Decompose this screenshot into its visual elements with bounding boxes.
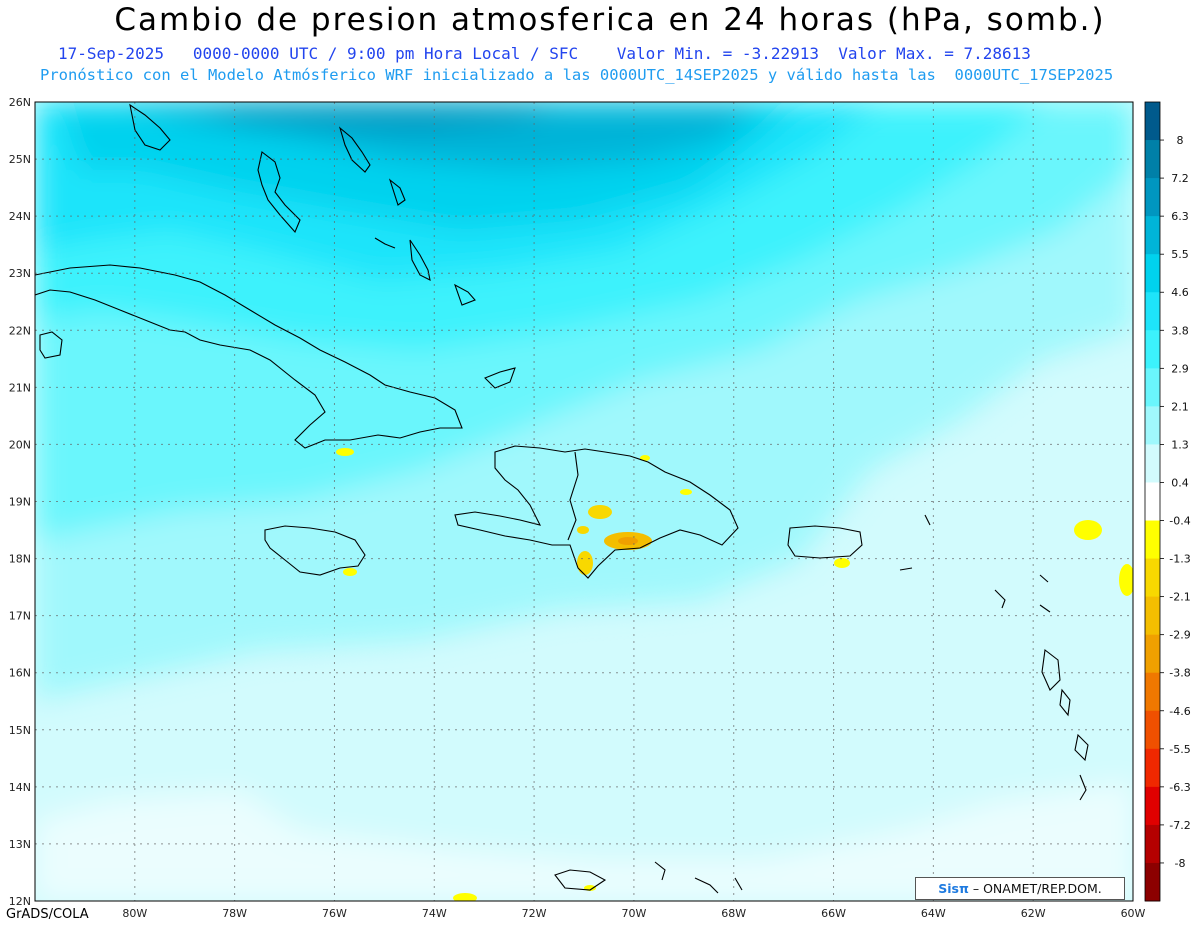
credit-brand: Sisπ (938, 881, 969, 896)
colorbar-swatch (1145, 482, 1160, 522)
colorbar-swatch (1145, 292, 1160, 331)
lon-tick-label: 68W (721, 907, 746, 920)
colorbar-swatch (1145, 140, 1160, 179)
lat-tick-label: 14N (9, 781, 31, 794)
colorbar-swatch (1145, 444, 1160, 483)
colorbar-swatch (1145, 748, 1160, 788)
colorbar-swatch (1145, 520, 1160, 560)
colorbar-label: -8 (1175, 857, 1186, 870)
colorbar-swatch (1145, 862, 1160, 902)
colorbar-swatch (1145, 178, 1160, 217)
colorbar-label: 1.3 (1171, 438, 1189, 451)
lat-tick-label: 15N (9, 724, 31, 737)
longitude-labels: 80W 78W 76W 74W 72W 70W 68W 66W 64W 62W 60W (122, 907, 1145, 920)
grid-lines (35, 102, 1133, 901)
lat-tick-label: 13N (9, 838, 31, 851)
colorbar-label: 8 (1177, 134, 1184, 147)
lat-tick-label: 25N (9, 153, 31, 166)
colorbar-label: -1.3 (1169, 553, 1190, 566)
negative-anomaly-patches (336, 448, 1133, 901)
lat-tick-label: 22N (9, 324, 31, 337)
colorbar-label: -7.2 (1169, 819, 1190, 832)
colorbar-label: 3.8 (1171, 324, 1189, 337)
colorbar-swatch (1145, 102, 1160, 141)
colorbar-label: -2.9 (1169, 629, 1190, 642)
colorbar-label: -4.6 (1169, 705, 1190, 718)
colorbar-swatch (1145, 710, 1160, 750)
colorbar-label: -6.3 (1169, 781, 1190, 794)
colorbar: 8 7.2 6.3 5.5 4.6 3.8 2.9 2.1 1.3 0.4 -0.4 -1.3 -2.1… (1144, 101, 1191, 902)
shaded-field (35, 102, 1133, 901)
subtitle-date-line: 17-Sep-2025 0000-0000 UTC / 9:00 pm Hora… (58, 44, 1031, 63)
colorbar-label: -2.1 (1169, 591, 1190, 604)
colorbar-label: 2.9 (1171, 362, 1189, 375)
colorbar-swatch (1145, 596, 1160, 636)
lat-tick-label: 26N (9, 96, 31, 109)
colorbar-swatch (1145, 558, 1160, 598)
lon-tick-label: 62W (1021, 907, 1046, 920)
lat-tick-label: 12N (9, 895, 31, 908)
map-title: Cambio de presion atmosferica en 24 hora… (114, 2, 1106, 38)
colorbar-frame (1144, 101, 1161, 902)
lat-tick-label: 21N (9, 381, 31, 394)
lon-tick-label: 74W (422, 907, 447, 920)
lon-tick-label: 80W (122, 907, 147, 920)
colorbar-label: 2.1 (1171, 400, 1189, 413)
lon-tick-label: 76W (322, 907, 347, 920)
lat-tick-label: 24N (9, 210, 31, 223)
lon-tick-label: 72W (522, 907, 547, 920)
footer-label: GrADS/COLA (6, 907, 89, 922)
lon-tick-label: 66W (821, 907, 846, 920)
colorbar-swatch (1145, 824, 1160, 864)
lat-tick-label: 17N (9, 610, 31, 623)
lat-tick-label: 18N (9, 553, 31, 566)
colorbar-label: 5.5 (1171, 248, 1189, 261)
lat-tick-label: 16N (9, 667, 31, 680)
colorbar-swatch (1145, 254, 1160, 293)
credit-text: – ONAMET/REP.DOM. (972, 881, 1102, 896)
colorbar-label: -3.8 (1169, 667, 1190, 680)
lat-tick-label: 20N (9, 438, 31, 451)
colorbar-swatch (1145, 330, 1160, 369)
colorbar-label: 4.6 (1171, 286, 1189, 299)
lon-tick-label: 78W (222, 907, 247, 920)
lon-tick-label: 70W (621, 907, 646, 920)
colorbar-swatch (1145, 786, 1160, 826)
latitude-labels: 26N 25N 24N 23N 22N 21N 20N 19N 18N 17N 16N 15N 14N 1… (9, 96, 31, 908)
colorbar-swatch (1145, 634, 1160, 674)
coastlines (35, 103, 1089, 894)
colorbar-swatch (1145, 672, 1160, 712)
colorbar-swatch (1145, 368, 1160, 407)
colorbar-label: -0.4 (1169, 515, 1190, 528)
map-frame (34, 101, 1134, 902)
lat-tick-label: 19N (9, 496, 31, 509)
subtitle-model-line: Pronóstico con el Modelo Atmósferico WRF… (40, 66, 1114, 84)
colorbar-label: 0.4 (1171, 476, 1189, 489)
lon-tick-label: 64W (921, 907, 946, 920)
colorbar-label: 7.2 (1171, 172, 1189, 185)
credit-box: Sisπ – ONAMET/REP.DOM. (915, 877, 1125, 900)
colorbar-swatch (1145, 216, 1160, 255)
colorbar-label: 6.3 (1171, 210, 1189, 223)
lat-tick-label: 23N (9, 267, 31, 280)
colorbar-swatch (1145, 406, 1160, 445)
colorbar-label: -5.5 (1169, 743, 1190, 756)
lon-tick-label: 60W (1121, 907, 1146, 920)
